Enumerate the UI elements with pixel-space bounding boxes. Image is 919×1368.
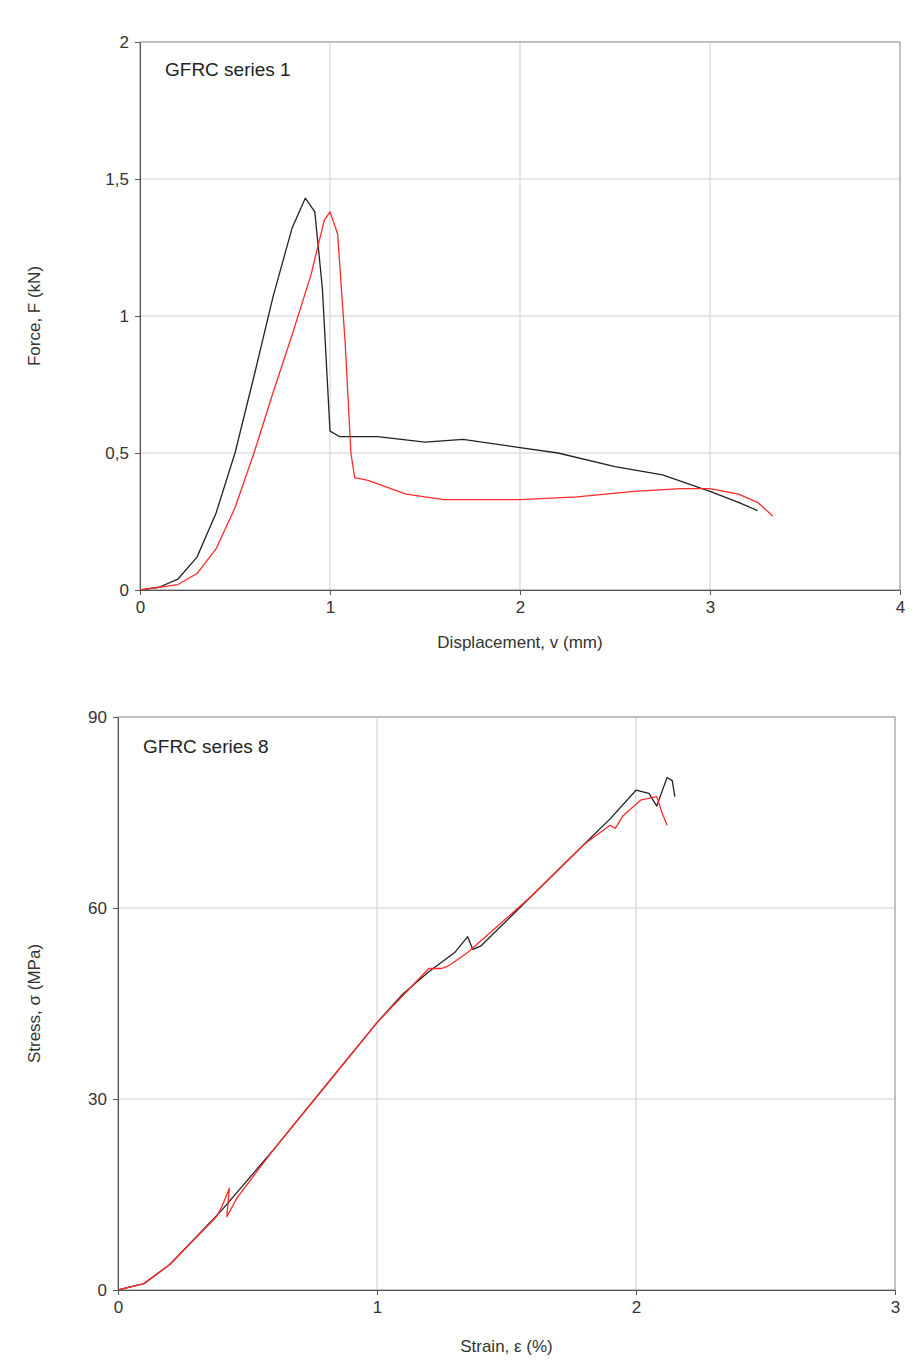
x-axis: 0 1 2 3	[114, 1290, 900, 1317]
series-line	[118, 797, 667, 1290]
tick-mark	[135, 316, 140, 317]
tick: 90	[88, 708, 118, 727]
tick-mark	[113, 1290, 118, 1291]
tick-mark	[113, 908, 118, 909]
tick-mark	[377, 1290, 378, 1295]
tick: 0	[136, 590, 145, 617]
y-axis: 0 0,5 1 1,5 2	[105, 33, 140, 600]
y-axis-title: Stress, σ (MPa)	[25, 944, 44, 1063]
tick: 3	[891, 1290, 900, 1317]
grid-line-x	[636, 717, 637, 1290]
chart-panel: 0 1 2 3 4 0 0,5 1 1,5 2 GFRC series 1 Displacement,…	[25, 33, 905, 652]
tick-label: 3	[706, 598, 715, 617]
lines	[118, 777, 675, 1290]
grid-line-y	[118, 908, 895, 909]
y-axis: 0 30 60 90	[88, 708, 118, 1300]
plot-frame	[140, 42, 900, 590]
x-axis-title: Strain, ε (%)	[460, 1337, 553, 1356]
tick-label: 0	[120, 581, 129, 600]
tick-label: 4	[896, 598, 905, 617]
tick-label: 2	[632, 1298, 641, 1317]
tick: 2	[632, 1290, 641, 1317]
tick-label: 30	[88, 1090, 107, 1109]
tick-mark	[135, 453, 140, 454]
tick: 0	[120, 581, 140, 600]
tick-label: 0	[114, 1298, 123, 1317]
tick-label: 1	[326, 598, 335, 617]
grid-line-y	[140, 316, 900, 317]
tick: 1	[373, 1290, 382, 1317]
tick-mark	[710, 590, 711, 595]
tick: 1,5	[105, 170, 140, 189]
tick-mark	[520, 590, 521, 595]
axis-line	[140, 43, 141, 591]
tick-mark	[135, 590, 140, 591]
tick-mark	[113, 717, 118, 718]
tick-mark	[118, 1290, 119, 1295]
tick: 2	[516, 590, 525, 617]
figure: 0 1 2 3 4 0 0,5 1 1,5 2 GFRC series 1 Displacement,…	[0, 0, 919, 1368]
tick-label: 1	[373, 1298, 382, 1317]
tick-mark	[140, 590, 141, 595]
x-axis-title: Displacement, v (mm)	[437, 633, 602, 652]
tick-mark	[135, 42, 140, 43]
tick: 60	[88, 899, 118, 918]
tick: 0	[98, 1281, 118, 1300]
y-axis-title: Force, F (kN)	[25, 266, 44, 366]
x-axis: 0 1 2 3 4	[136, 590, 905, 617]
tick-label: 0	[98, 1281, 107, 1300]
grid	[140, 42, 900, 590]
tick: 1	[326, 590, 335, 617]
tick-mark	[330, 590, 331, 595]
series-line	[118, 777, 675, 1290]
tick-label: 1,5	[105, 170, 129, 189]
lines	[140, 198, 773, 590]
tick-mark	[900, 590, 901, 595]
tick-label: 2	[516, 598, 525, 617]
tick: 3	[706, 590, 715, 617]
tick: 0,5	[105, 444, 140, 463]
tick-label: 1	[120, 307, 129, 326]
tick-mark	[636, 1290, 637, 1295]
tick-label: 90	[88, 708, 107, 727]
tick: 4	[896, 590, 905, 617]
series-line	[140, 212, 773, 590]
tick-label: 2	[120, 33, 129, 52]
tick: 2	[120, 33, 140, 52]
chart-title: GFRC series 8	[143, 736, 269, 757]
grid-line-y	[118, 1099, 895, 1100]
tick-mark	[135, 179, 140, 180]
series-line	[140, 198, 758, 590]
plot-frame	[118, 717, 895, 1290]
chart-title: GFRC series 1	[165, 59, 291, 80]
chart-panel: 01230306090GFRC series 8Strain, ε (%)Str…	[25, 708, 900, 1356]
grid-line-y	[140, 179, 900, 180]
tick-label: 3	[891, 1298, 900, 1317]
tick-mark	[895, 1290, 896, 1295]
grid	[118, 717, 895, 1290]
tick-label: 60	[88, 899, 107, 918]
tick-mark	[113, 1099, 118, 1100]
tick: 0	[114, 1290, 123, 1317]
tick-label: 0	[136, 598, 145, 617]
axis-line	[118, 718, 119, 1291]
tick-label: 0,5	[105, 444, 129, 463]
axis-line	[119, 1290, 896, 1291]
grid-line-x	[377, 717, 378, 1290]
tick: 30	[88, 1090, 118, 1109]
tick: 1	[120, 307, 140, 326]
